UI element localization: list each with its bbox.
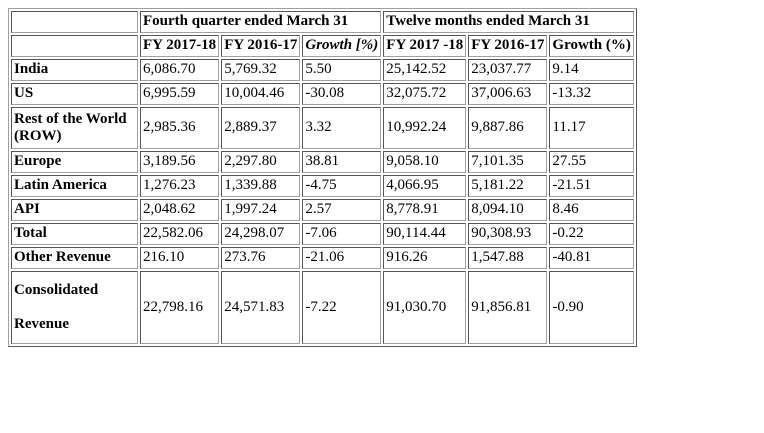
column-header-q-fy2017: FY 2016-17 [221,35,301,57]
table-cell: -21.06 [302,247,382,269]
row-label: Rest of the World (ROW) [11,107,138,149]
table-cell: -4.75 [302,175,382,197]
group-header-twelve-months: Twelve months ended March 31 [383,11,634,33]
table-cell: 22,582.06 [140,223,220,245]
table-cell: -30.08 [302,83,382,105]
row-label: API [11,199,138,221]
table-cell: 3.32 [302,107,382,149]
table-cell: 8.46 [549,199,634,221]
row-label: Total [11,223,138,245]
table-cell: 3,189.56 [140,151,220,173]
table-cell: 1,339.88 [221,175,301,197]
table-row-latin-america: Latin America 1,276.23 1,339.88 -4.75 4,… [11,175,634,197]
table-cell: -21.51 [549,175,634,197]
table-row-rest-of-world: Rest of the World (ROW) 2,985.36 2,889.37… [11,107,634,149]
row-label: Latin America [11,175,138,197]
row-label-line2: Revenue [14,316,69,332]
table-cell: 9,058.10 [383,151,467,173]
table-cell: 1,547.88 [468,247,548,269]
table-cell: 2,048.62 [140,199,220,221]
table-cell: 6,995.59 [140,83,220,105]
table-cell: 5,769.32 [221,59,301,81]
row-label: Europe [11,151,138,173]
table-cell: 37,006.63 [468,83,548,105]
table-cell: 4,066.95 [383,175,467,197]
table-cell: -7.22 [302,271,382,344]
table-cell: 11.17 [549,107,634,149]
group-header-fourth-quarter: Fourth quarter ended March 31 [140,11,382,33]
row-label-line2: (ROW) [14,127,62,144]
table-cell: 2,985.36 [140,107,220,149]
table-cell: 6,086.70 [140,59,220,81]
table-cell: 22,798.16 [140,271,220,344]
row-label-line1: Rest of the World [14,110,127,127]
table-cell: 273.76 [221,247,301,269]
column-header-y-fy2017: FY 2016-17 [468,35,548,57]
table-cell: -0.22 [549,223,634,245]
table-cell: 27.55 [549,151,634,173]
table-row-api: API 2,048.62 1,997.24 2.57 8,778.91 8,09… [11,199,634,221]
corner-cell [11,11,138,33]
table-cell: 23,037.77 [468,59,548,81]
table-cell: 1,276.23 [140,175,220,197]
table-cell: 38.81 [302,151,382,173]
table-row-europe: Europe 3,189.56 2,297.80 38.81 9,058.10 … [11,151,634,173]
table-row-other-revenue: Other Revenue 216.10 273.76 -21.06 916.2… [11,247,634,269]
table-cell: -7.06 [302,223,382,245]
table-cell: -0.90 [549,271,634,344]
table-cell: 90,114.44 [383,223,467,245]
table-cell: 5,181.22 [468,175,548,197]
row-label: Consolidated Revenue [11,271,138,344]
row-label: US [11,83,138,105]
table-cell: -40.81 [549,247,634,269]
table-cell: 9,887.86 [468,107,548,149]
table-cell: 1,997.24 [221,199,301,221]
table-cell: 916.26 [383,247,467,269]
table-cell: 2,297.80 [221,151,301,173]
row-label: Other Revenue [11,247,138,269]
table-row-india: India 6,086.70 5,769.32 5.50 25,142.52 2… [11,59,634,81]
table-cell: 8,778.91 [383,199,467,221]
column-header-blank [11,35,138,57]
table-cell: 91,030.70 [383,271,467,344]
table-cell: 91,856.81 [468,271,548,344]
revenue-table: Fourth quarter ended March 31 Twelve mon… [8,8,637,347]
table-row-us: US 6,995.59 10,004.46 -30.08 32,075.72 3… [11,83,634,105]
row-label-line1: Consolidated [14,282,99,298]
table-cell: 10,004.46 [221,83,301,105]
table-cell: 2,889.37 [221,107,301,149]
column-header-q-growth: Growth [%) [302,35,382,57]
table-row-consolidated-revenue: Consolidated Revenue 22,798.16 24,571.83 … [11,271,634,344]
column-header-y-fy2018: FY 2017 -18 [383,35,467,57]
column-header-y-growth: Growth (%) [549,35,634,57]
table-cell: 10,992.24 [383,107,467,149]
table-cell: 24,571.83 [221,271,301,344]
column-header-q-fy2018: FY 2017-18 [140,35,220,57]
table-cell: -13.32 [549,83,634,105]
table-cell: 8,094.10 [468,199,548,221]
table-cell: 216.10 [140,247,220,269]
column-header-row: FY 2017-18 FY 2016-17 Growth [%) FY 2017… [11,35,634,57]
table-cell: 24,298.07 [221,223,301,245]
table-cell: 9.14 [549,59,634,81]
table-cell: 2.57 [302,199,382,221]
table-cell: 7,101.35 [468,151,548,173]
table-cell: 90,308.93 [468,223,548,245]
group-header-row: Fourth quarter ended March 31 Twelve mon… [11,11,634,33]
table-cell: 5.50 [302,59,382,81]
table-cell: 25,142.52 [383,59,467,81]
row-label: India [11,59,138,81]
table-row-total: Total 22,582.06 24,298.07 -7.06 90,114.4… [11,223,634,245]
table-cell: 32,075.72 [383,83,467,105]
